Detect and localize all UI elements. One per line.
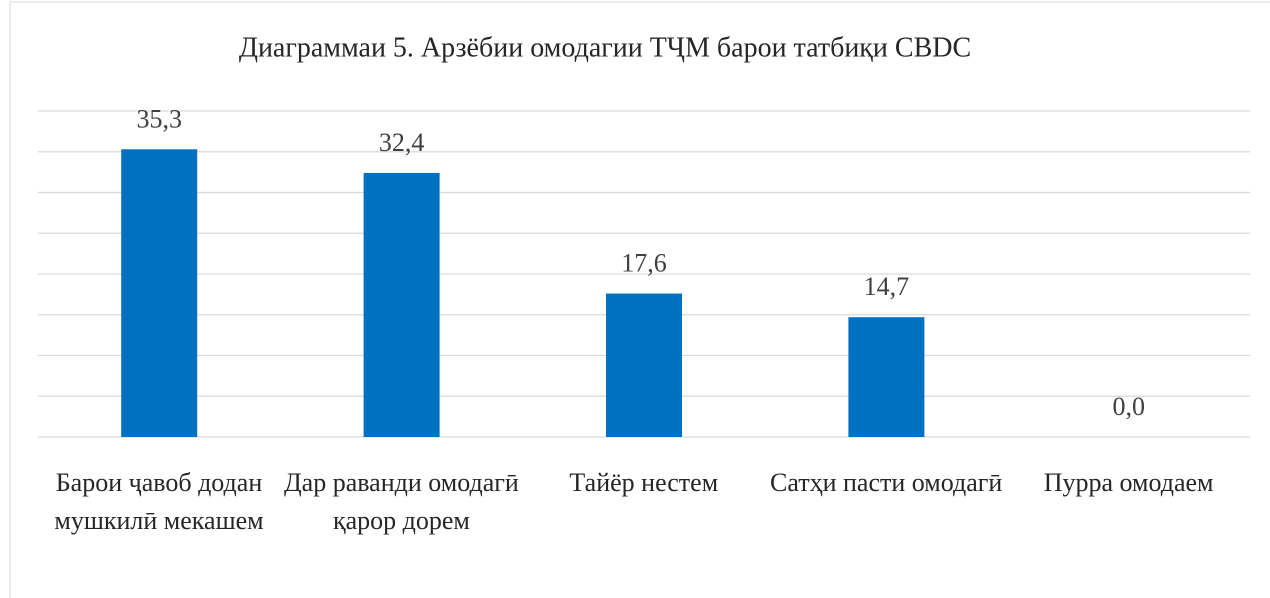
x-tick-label: Сатҳи пасти омодагӣ [770, 468, 1003, 497]
data-label: 17,6 [621, 249, 667, 278]
chart-title: Диаграммаи 5. Арзёбии омодагии ТҶМ барои… [239, 32, 971, 63]
chart-border [9, 1, 1270, 598]
data-label: 0,0 [1113, 392, 1146, 421]
bar [606, 293, 682, 437]
x-tick-label: Пурра омодаем [1043, 468, 1214, 497]
x-tick-label: Барои ҷавоб додан мушкилӣ мекашем [54, 468, 264, 535]
data-label: 35,3 [136, 104, 182, 133]
data-label: 32,4 [379, 128, 425, 157]
x-tick-label: Дар раванди омодагӣ қарор дорем [283, 468, 519, 535]
bar [848, 317, 925, 437]
bar [363, 172, 440, 437]
x-tick-label: Тайёр нестем [569, 468, 719, 497]
data-label: 14,7 [864, 272, 910, 301]
bar [121, 149, 198, 437]
